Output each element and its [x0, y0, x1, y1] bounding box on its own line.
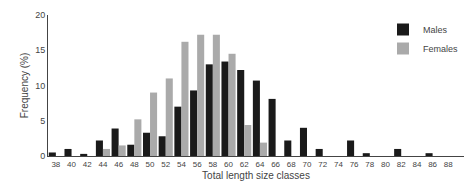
- svg-text:5: 5: [40, 116, 45, 126]
- svg-text:64: 64: [255, 160, 264, 169]
- svg-text:20: 20: [35, 10, 45, 20]
- svg-text:66: 66: [271, 160, 280, 169]
- svg-text:38: 38: [51, 160, 60, 169]
- svg-text:52: 52: [161, 160, 170, 169]
- svg-text:40: 40: [67, 160, 76, 169]
- svg-text:86: 86: [428, 160, 437, 169]
- svg-text:76: 76: [350, 160, 359, 169]
- svg-text:82: 82: [397, 160, 406, 169]
- svg-text:88: 88: [444, 160, 453, 169]
- svg-text:62: 62: [240, 160, 249, 169]
- svg-text:10: 10: [35, 81, 45, 91]
- svg-text:48: 48: [130, 160, 139, 169]
- svg-text:0: 0: [40, 151, 45, 161]
- svg-text:15: 15: [35, 45, 45, 55]
- svg-text:42: 42: [83, 160, 92, 169]
- svg-text:80: 80: [381, 160, 390, 169]
- svg-text:Frequency (%): Frequency (%): [19, 53, 30, 119]
- svg-text:84: 84: [412, 160, 421, 169]
- svg-text:Females: Females: [423, 44, 458, 54]
- svg-text:46: 46: [114, 160, 123, 169]
- svg-text:78: 78: [365, 160, 374, 169]
- svg-text:Males: Males: [423, 25, 448, 35]
- svg-text:74: 74: [334, 160, 343, 169]
- svg-text:68: 68: [287, 160, 296, 169]
- svg-text:58: 58: [208, 160, 217, 169]
- svg-text:Total length size classes: Total length size classes: [202, 170, 310, 181]
- svg-text:56: 56: [193, 160, 202, 169]
- svg-text:54: 54: [177, 160, 186, 169]
- svg-text:44: 44: [98, 160, 107, 169]
- svg-text:72: 72: [318, 160, 327, 169]
- svg-text:70: 70: [303, 160, 312, 169]
- svg-text:60: 60: [224, 160, 233, 169]
- svg-text:50: 50: [146, 160, 155, 169]
